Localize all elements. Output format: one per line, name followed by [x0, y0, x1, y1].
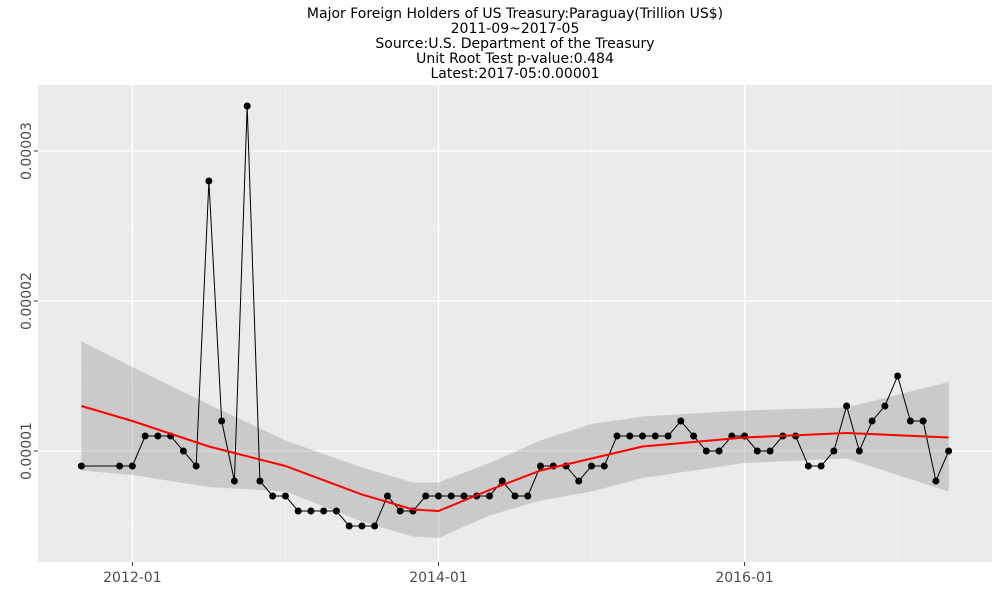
data-point [600, 462, 608, 470]
chart-title: Major Foreign Holders of US Treasury:Par… [307, 6, 723, 22]
confidence-band [81, 341, 949, 538]
data-point [894, 372, 902, 380]
data-point [804, 462, 812, 470]
data-point [256, 477, 264, 485]
data-point [345, 522, 353, 530]
data-point [639, 432, 647, 440]
data-point [396, 507, 404, 515]
data-point [537, 462, 545, 470]
data-point [218, 417, 226, 425]
data-point [154, 432, 162, 440]
y-tick-label: 0.00003 [19, 122, 35, 180]
data-point [358, 522, 366, 530]
data-point [383, 492, 391, 500]
data-point [243, 102, 251, 110]
data-point [498, 477, 506, 485]
y-tick-label: 0.00002 [19, 272, 35, 330]
data-point [205, 177, 213, 185]
data-point [485, 492, 493, 500]
data-point [843, 402, 851, 410]
data-point [906, 417, 914, 425]
data-point [817, 462, 825, 470]
data-point [511, 492, 519, 500]
data-point [116, 462, 124, 470]
data-point [371, 522, 379, 530]
smooth-line [81, 405, 949, 513]
data-point [919, 417, 927, 425]
data-point [855, 447, 863, 455]
data-point [269, 492, 277, 500]
data-point [77, 462, 85, 470]
data-point [881, 402, 889, 410]
data-point [434, 492, 442, 500]
data-point [651, 432, 659, 440]
data-point [422, 492, 430, 500]
data-point [524, 492, 532, 500]
data-point [588, 462, 596, 470]
chart-title: 2011-09~2017-05 [451, 21, 580, 37]
x-tick-label: 2012-01 [103, 570, 162, 586]
chart-title: Latest:2017-05:0.00001 [430, 66, 599, 82]
data-point [447, 492, 455, 500]
data-point [332, 507, 340, 515]
data-point [868, 417, 876, 425]
data-point [613, 432, 621, 440]
chart-title: Source:U.S. Department of the Treasury [375, 36, 654, 52]
data-point [830, 447, 838, 455]
data-point [281, 492, 289, 500]
x-tick-label: 2016-01 [715, 570, 774, 586]
data-point [141, 432, 149, 440]
data-point [766, 447, 774, 455]
panel [38, 85, 992, 562]
data-point [294, 507, 302, 515]
data-point [192, 462, 200, 470]
data-point [460, 492, 468, 500]
data-point [945, 447, 953, 455]
data-point [320, 507, 328, 515]
data-point [128, 462, 136, 470]
data-point [690, 432, 698, 440]
y-tick-label: 0.00001 [19, 422, 35, 480]
data-point [664, 432, 672, 440]
data-point [307, 507, 315, 515]
data-point [715, 447, 723, 455]
data-point [702, 447, 710, 455]
data-point [753, 447, 761, 455]
data-point [575, 477, 583, 485]
data-point [179, 447, 187, 455]
data-point [626, 432, 634, 440]
data-point [932, 477, 940, 485]
data-point [677, 417, 685, 425]
x-tick-label: 2014-01 [409, 570, 468, 586]
chart-title: Unit Root Test p-value:0.484 [416, 51, 614, 67]
data-point [230, 477, 238, 485]
